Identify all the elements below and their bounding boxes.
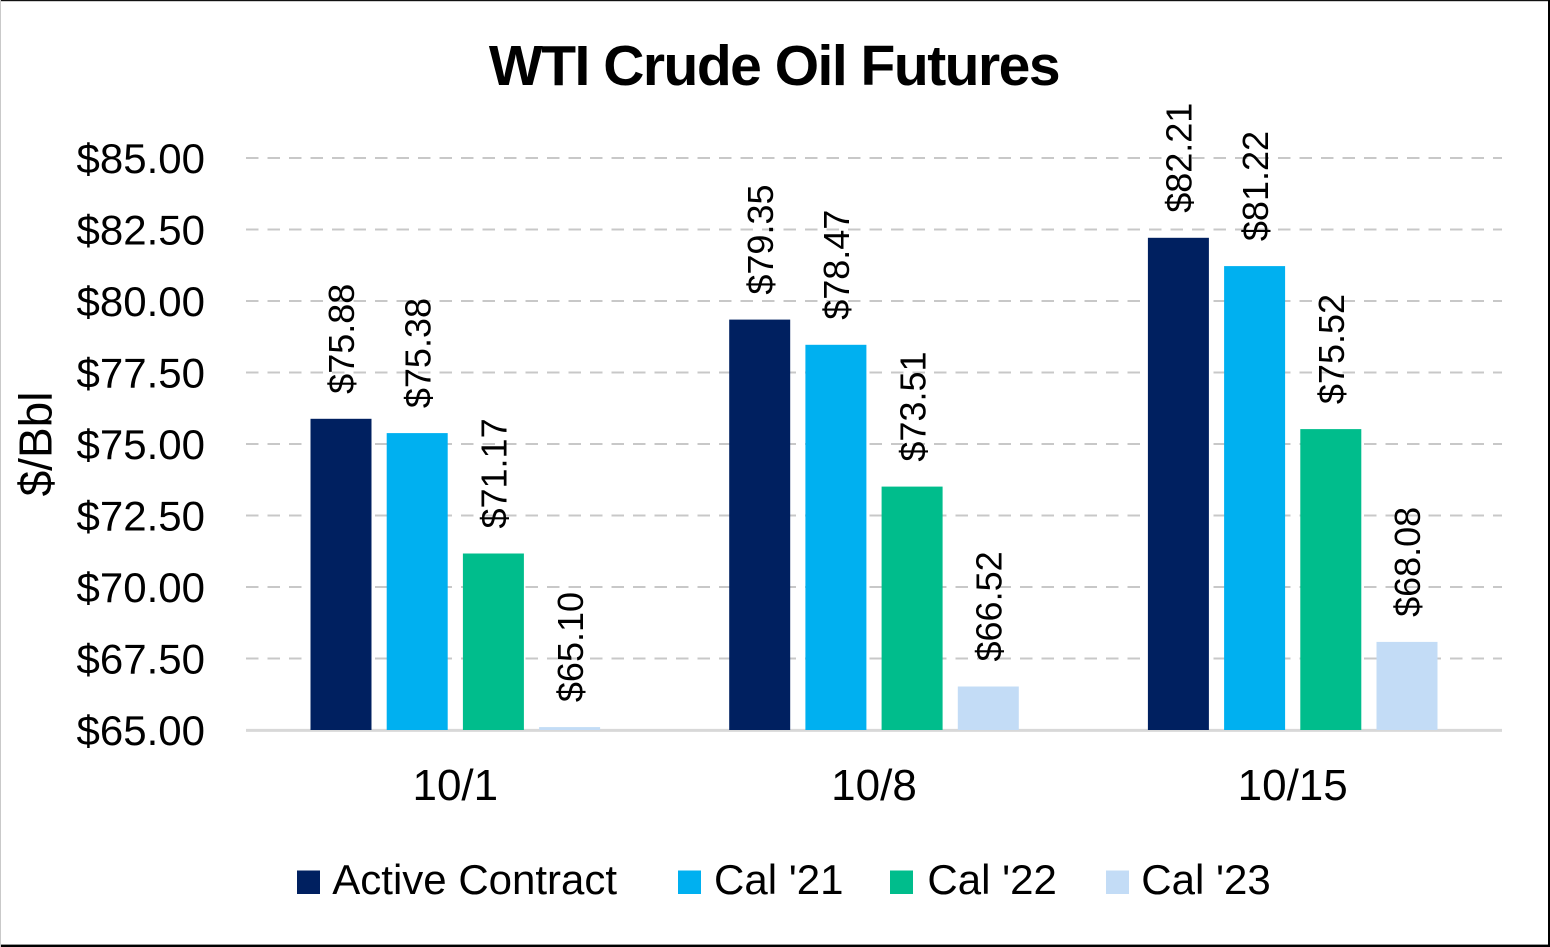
svg-text:$81.22: $81.22 xyxy=(1235,131,1276,241)
svg-text:10/1: 10/1 xyxy=(412,761,498,810)
svg-text:$82.50: $82.50 xyxy=(77,207,205,254)
svg-text:10/8: 10/8 xyxy=(831,761,917,810)
svg-text:$65.00: $65.00 xyxy=(77,707,205,754)
svg-text:$73.51: $73.51 xyxy=(892,351,933,461)
svg-text:$77.50: $77.50 xyxy=(77,350,205,397)
svg-text:WTI Crude Oil Futures: WTI Crude Oil Futures xyxy=(489,34,1059,98)
svg-text:$78.47: $78.47 xyxy=(816,210,857,320)
svg-text:$72.50: $72.50 xyxy=(77,493,205,540)
svg-text:$79.35: $79.35 xyxy=(740,184,781,294)
svg-text:$82.21: $82.21 xyxy=(1159,103,1200,213)
svg-text:$67.50: $67.50 xyxy=(77,636,205,683)
svg-text:Cal '22: Cal '22 xyxy=(927,856,1056,903)
svg-text:$66.52: $66.52 xyxy=(969,551,1010,661)
svg-text:$65.10: $65.10 xyxy=(550,592,591,702)
svg-text:$85.00: $85.00 xyxy=(77,135,205,182)
svg-text:$70.00: $70.00 xyxy=(77,564,205,611)
svg-text:Cal '23: Cal '23 xyxy=(1141,856,1270,903)
svg-text:$/Bbl: $/Bbl xyxy=(10,392,62,497)
svg-text:$68.08: $68.08 xyxy=(1387,507,1428,617)
svg-text:$75.52: $75.52 xyxy=(1311,294,1352,404)
svg-text:$75.88: $75.88 xyxy=(321,284,362,394)
svg-text:Active Contract: Active Contract xyxy=(332,856,617,903)
svg-text:$71.17: $71.17 xyxy=(474,418,515,528)
svg-text:$75.38: $75.38 xyxy=(397,298,438,408)
svg-text:Cal '21: Cal '21 xyxy=(714,856,843,903)
svg-text:10/15: 10/15 xyxy=(1238,761,1348,810)
svg-text:$75.00: $75.00 xyxy=(77,421,205,468)
svg-text:$80.00: $80.00 xyxy=(77,278,205,325)
